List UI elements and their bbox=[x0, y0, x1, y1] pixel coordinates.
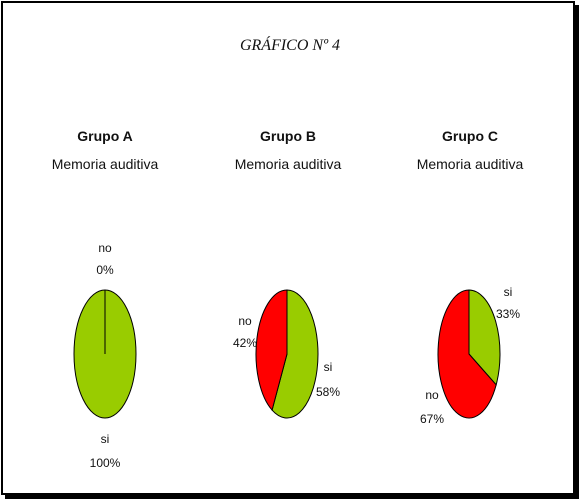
pie-subtitle-a: Memoria auditiva bbox=[52, 156, 159, 172]
slice-pct-c-si: 33% bbox=[496, 307, 520, 321]
figure-title: GRÁFICO Nº 4 bbox=[239, 37, 341, 54]
slice-label-b-no: no bbox=[238, 314, 252, 328]
pie-title-c: Grupo C bbox=[442, 128, 498, 144]
pie-title-b: Grupo B bbox=[260, 128, 316, 144]
pie-slices-c bbox=[437, 289, 501, 419]
pie-slices-b bbox=[255, 289, 319, 419]
slice-label-b-si: si bbox=[324, 360, 333, 374]
slice-label-a-no: no bbox=[98, 241, 112, 255]
pie-slice-c-no bbox=[437, 289, 497, 419]
slice-pct-b-no: 42% bbox=[233, 336, 257, 350]
slice-pct-a-no: 0% bbox=[96, 263, 114, 277]
pie-slice-b-si bbox=[271, 289, 319, 419]
pie-chart-c: Grupo C Memoria auditiva si 33% no 67% bbox=[417, 128, 524, 426]
slice-label-c-si: si bbox=[504, 285, 513, 299]
slice-pct-c-no: 67% bbox=[420, 412, 444, 426]
pie-slice-c-si bbox=[468, 289, 501, 386]
slice-label-c-no: no bbox=[425, 388, 439, 402]
pie-chart-b: Grupo B Memoria auditiva no 42% si 58% bbox=[233, 128, 342, 419]
slice-pct-a-si: 100% bbox=[90, 456, 121, 470]
slice-label-a-si: si bbox=[101, 432, 110, 446]
pie-slices-a bbox=[73, 289, 137, 419]
pie-subtitle-b: Memoria auditiva bbox=[235, 156, 342, 172]
pie-subtitle-c: Memoria auditiva bbox=[417, 156, 524, 172]
slice-pct-b-si: 58% bbox=[316, 385, 340, 399]
pie-title-a: Grupo A bbox=[77, 128, 132, 144]
pie-chart-a: Grupo A Memoria auditiva no 0% si 100% bbox=[52, 128, 159, 470]
pie-slice-b-no bbox=[255, 289, 288, 412]
